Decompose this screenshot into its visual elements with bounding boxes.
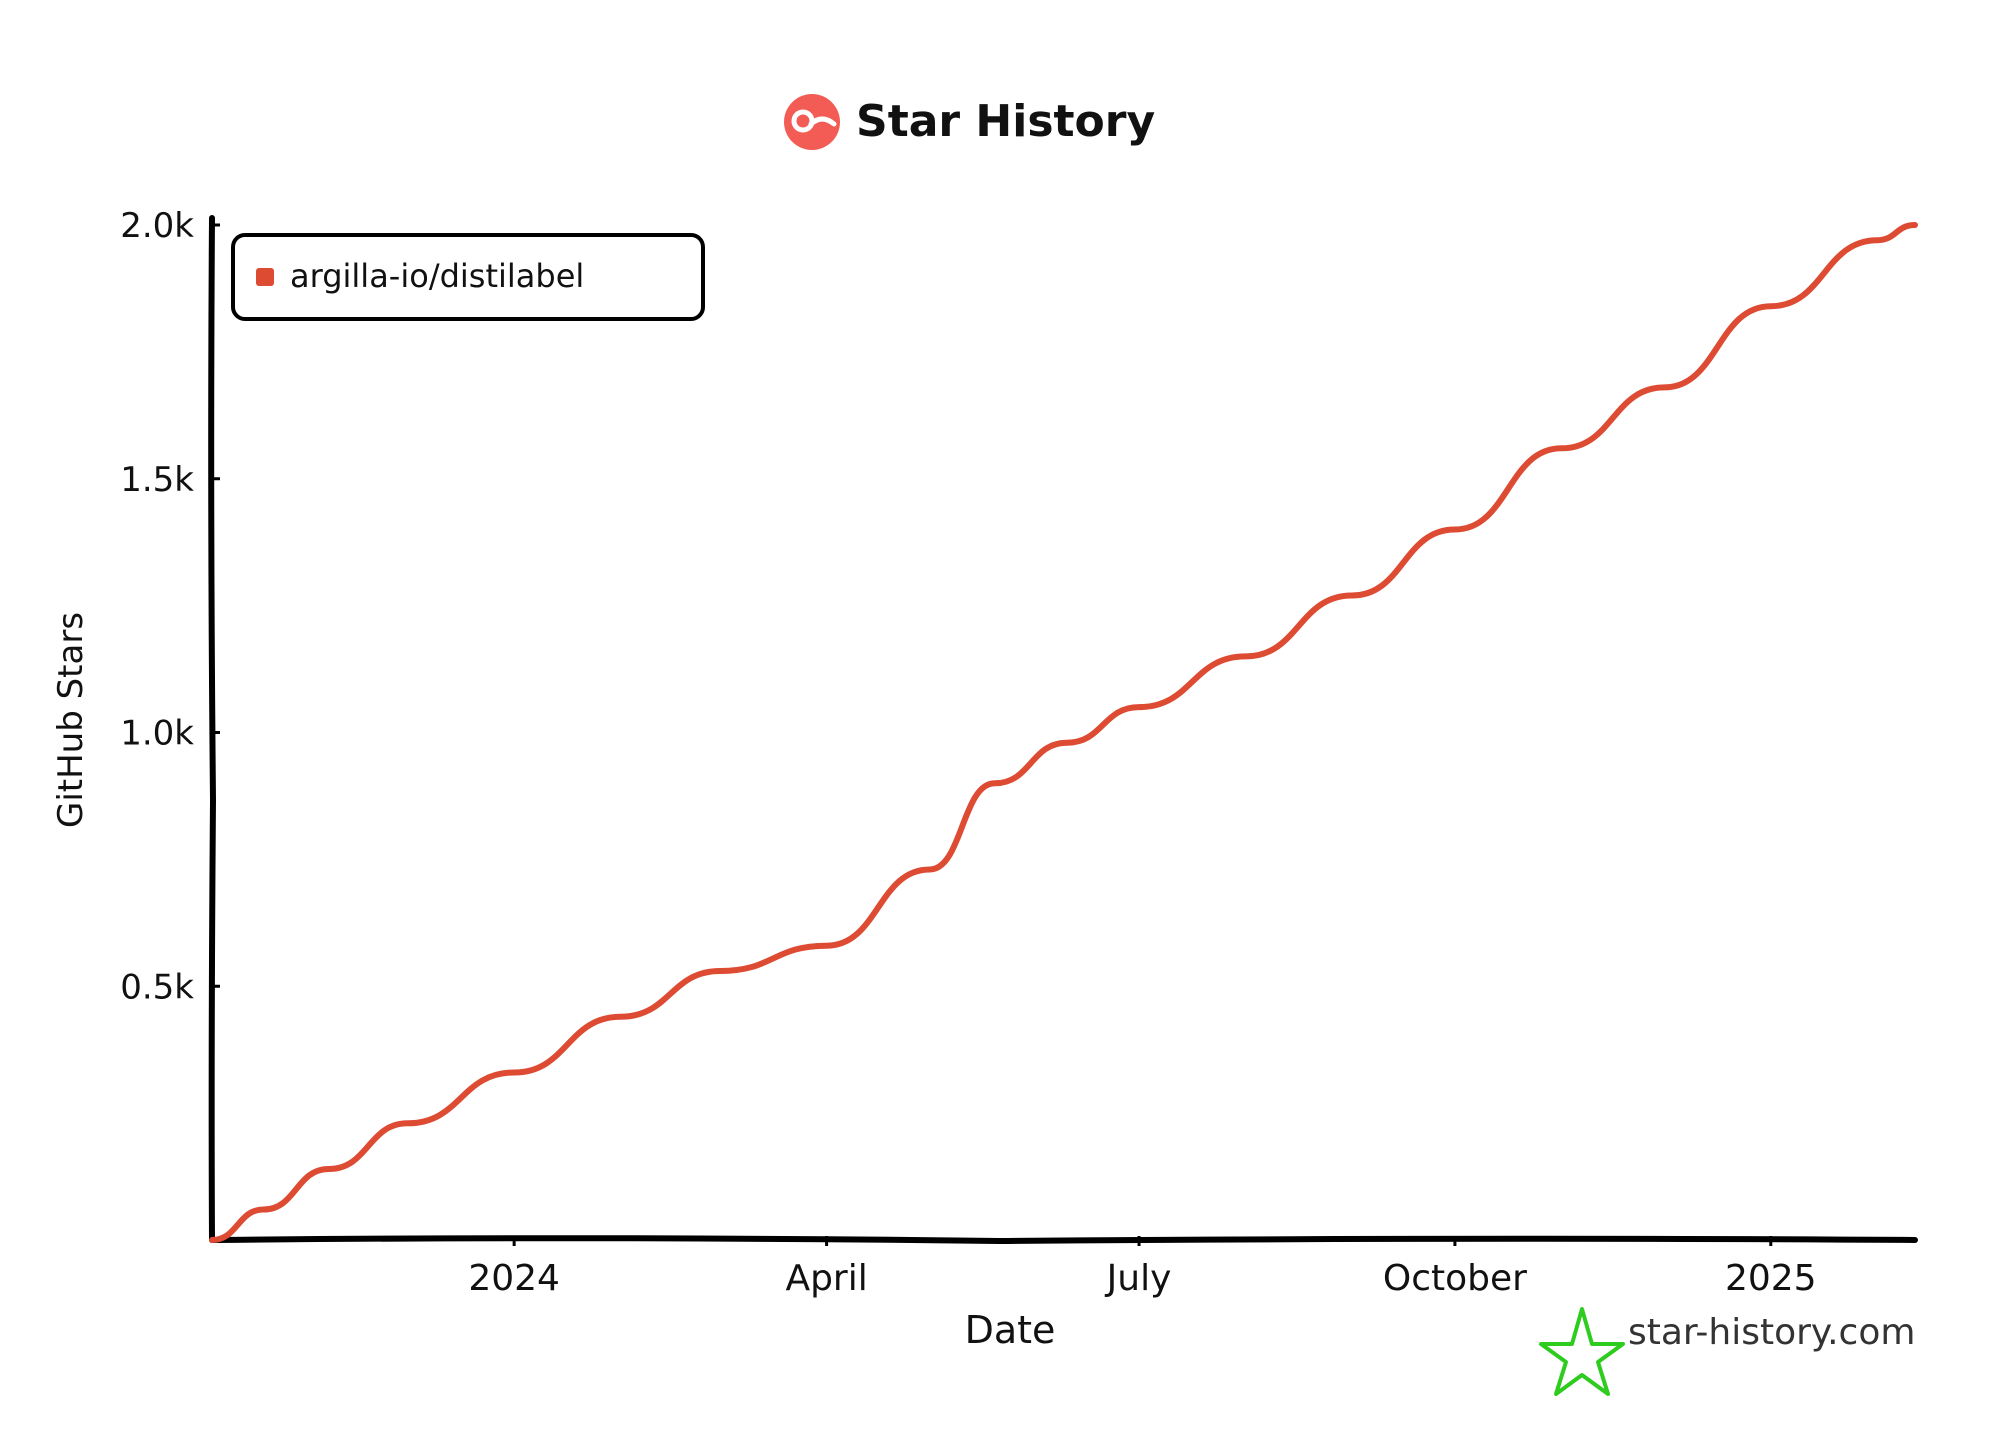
series-layer <box>209 222 1918 1243</box>
series-point <box>618 1014 623 1019</box>
y-tick-label: 1.5k <box>120 460 194 500</box>
series-point <box>992 781 997 786</box>
series-point <box>824 943 829 948</box>
series-point <box>261 1207 266 1212</box>
axes: 0.5k1.0k1.5k2.0k 2024 April July October 202… <box>120 206 1918 1299</box>
x-tick-label: October <box>1383 1258 1527 1299</box>
y-tick-label: 1.0k <box>120 714 194 754</box>
watermark: star-history.com <box>1539 1307 1915 1396</box>
y-axis-line <box>208 215 217 1243</box>
legend: argilla-io/distilabel <box>231 233 705 321</box>
series-point <box>1662 385 1667 390</box>
legend-label: argilla-io/distilabel <box>290 257 584 295</box>
x-tick-label: 2024 <box>468 1258 560 1299</box>
star-outline-icon <box>1539 1307 1625 1396</box>
series-point <box>210 1238 214 1242</box>
series-point <box>1875 238 1880 243</box>
series-point <box>326 1166 331 1171</box>
series-point <box>1452 527 1457 532</box>
series-point <box>1913 223 1917 227</box>
x-axis-ticks: 2024 April July October 2025 <box>468 1236 1817 1299</box>
chart-header: Star History <box>784 94 1155 150</box>
series-point <box>1768 304 1773 309</box>
x-axis-line <box>209 1235 1918 1245</box>
series-line-0 <box>209 222 1918 1243</box>
star-history-logo-icon <box>784 94 840 150</box>
series-point <box>1559 446 1564 451</box>
series-point <box>718 969 723 974</box>
watermark-text: star-history.com <box>1628 1312 1915 1353</box>
y-axis-label: GitHub Stars <box>51 612 91 828</box>
series-point <box>1064 740 1069 745</box>
series-point <box>1137 705 1142 710</box>
y-tick-label: 0.5k <box>120 967 194 1007</box>
series-point <box>1349 593 1354 598</box>
x-axis-label: Date <box>965 1308 1056 1352</box>
y-tick-label: 2.0k <box>120 206 194 246</box>
x-tick-label: April <box>785 1258 867 1299</box>
series-point <box>405 1121 410 1126</box>
series-point <box>512 1070 517 1075</box>
legend-box <box>231 233 705 321</box>
x-tick-label: 2025 <box>1725 1258 1817 1299</box>
chart-title: Star History <box>856 96 1155 147</box>
legend-swatch <box>256 268 274 286</box>
y-axis-ticks: 0.5k 1.0k 1.5k 2.0k <box>120 206 220 1007</box>
series-point <box>1243 654 1248 659</box>
x-tick-label: July <box>1105 1258 1172 1299</box>
series-point <box>927 867 932 872</box>
